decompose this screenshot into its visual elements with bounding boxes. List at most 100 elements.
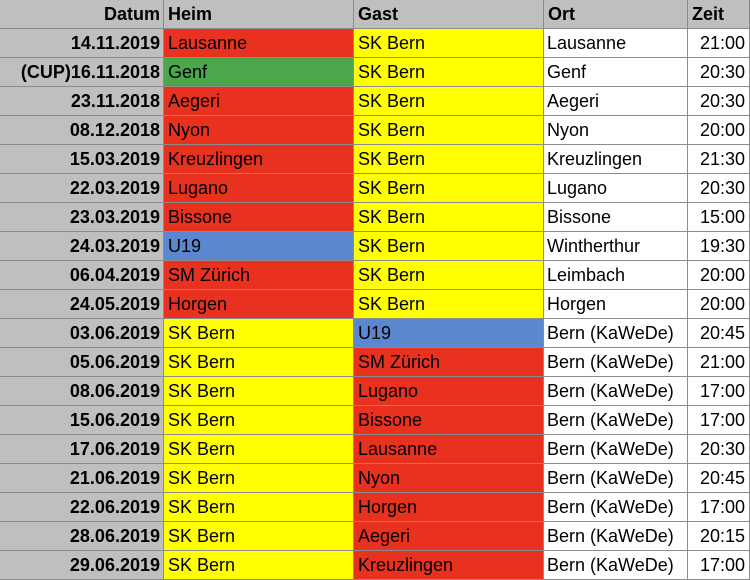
cell-gast[interactable]: Aegeri bbox=[354, 522, 544, 551]
cell-heim[interactable]: SK Bern bbox=[164, 406, 354, 435]
cell-heim[interactable]: SK Bern bbox=[164, 348, 354, 377]
cell-zeit[interactable]: 20:45 bbox=[688, 319, 750, 348]
cell-datum[interactable]: 15.06.2019 bbox=[0, 406, 164, 435]
cell-zeit[interactable]: 17:00 bbox=[688, 551, 750, 580]
cell-gast[interactable]: Lugano bbox=[354, 377, 544, 406]
cell-datum[interactable]: 08.12.2018 bbox=[0, 116, 164, 145]
cell-ort[interactable]: Kreuzlingen bbox=[544, 145, 688, 174]
cell-gast[interactable]: SK Bern bbox=[354, 174, 544, 203]
cell-zeit[interactable]: 15:00 bbox=[688, 203, 750, 232]
cell-gast[interactable]: Bissone bbox=[354, 406, 544, 435]
cell-gast[interactable]: Horgen bbox=[354, 493, 544, 522]
cell-ort[interactable]: Bern (KaWeDe) bbox=[544, 435, 688, 464]
cell-gast[interactable]: SM Zürich bbox=[354, 348, 544, 377]
cell-zeit[interactable]: 20:00 bbox=[688, 290, 750, 319]
cell-datum[interactable]: (CUP)16.11.2018 bbox=[0, 58, 164, 87]
cell-heim[interactable]: SK Bern bbox=[164, 493, 354, 522]
cell-datum[interactable]: 03.06.2019 bbox=[0, 319, 164, 348]
cell-gast[interactable]: Lausanne bbox=[354, 435, 544, 464]
header-heim[interactable]: Heim bbox=[164, 0, 354, 29]
cell-ort[interactable]: Lugano bbox=[544, 174, 688, 203]
cell-zeit[interactable]: 20:30 bbox=[688, 174, 750, 203]
cell-heim[interactable]: SK Bern bbox=[164, 464, 354, 493]
cell-heim[interactable]: SK Bern bbox=[164, 319, 354, 348]
cell-heim[interactable]: SK Bern bbox=[164, 377, 354, 406]
cell-gast[interactable]: SK Bern bbox=[354, 261, 544, 290]
cell-heim[interactable]: Nyon bbox=[164, 116, 354, 145]
cell-zeit[interactable]: 17:00 bbox=[688, 406, 750, 435]
cell-ort[interactable]: Bern (KaWeDe) bbox=[544, 464, 688, 493]
header-ort[interactable]: Ort bbox=[544, 0, 688, 29]
cell-datum[interactable]: 23.11.2018 bbox=[0, 87, 164, 116]
cell-heim[interactable]: SM Zürich bbox=[164, 261, 354, 290]
cell-datum[interactable]: 08.06.2019 bbox=[0, 377, 164, 406]
cell-heim[interactable]: Aegeri bbox=[164, 87, 354, 116]
cell-ort[interactable]: Nyon bbox=[544, 116, 688, 145]
cell-ort[interactable]: Bern (KaWeDe) bbox=[544, 377, 688, 406]
cell-zeit[interactable]: 17:00 bbox=[688, 377, 750, 406]
cell-heim[interactable]: SK Bern bbox=[164, 522, 354, 551]
cell-gast[interactable]: SK Bern bbox=[354, 203, 544, 232]
cell-gast[interactable]: SK Bern bbox=[354, 58, 544, 87]
header-datum[interactable]: Datum bbox=[0, 0, 164, 29]
cell-gast[interactable]: SK Bern bbox=[354, 232, 544, 261]
cell-heim[interactable]: SK Bern bbox=[164, 551, 354, 580]
cell-ort[interactable]: Lausanne bbox=[544, 29, 688, 58]
cell-ort[interactable]: Bern (KaWeDe) bbox=[544, 319, 688, 348]
cell-datum[interactable]: 23.03.2019 bbox=[0, 203, 164, 232]
cell-ort[interactable]: Genf bbox=[544, 58, 688, 87]
header-gast[interactable]: Gast bbox=[354, 0, 544, 29]
cell-datum[interactable]: 22.03.2019 bbox=[0, 174, 164, 203]
cell-gast[interactable]: SK Bern bbox=[354, 116, 544, 145]
cell-zeit[interactable]: 20:00 bbox=[688, 116, 750, 145]
cell-ort[interactable]: Bern (KaWeDe) bbox=[544, 348, 688, 377]
cell-zeit[interactable]: 17:00 bbox=[688, 493, 750, 522]
cell-zeit[interactable]: 20:00 bbox=[688, 261, 750, 290]
cell-zeit[interactable]: 20:15 bbox=[688, 522, 750, 551]
cell-datum[interactable]: 15.03.2019 bbox=[0, 145, 164, 174]
cell-zeit[interactable]: 21:00 bbox=[688, 348, 750, 377]
cell-ort[interactable]: Wintherthur bbox=[544, 232, 688, 261]
cell-datum[interactable]: 22.06.2019 bbox=[0, 493, 164, 522]
cell-zeit[interactable]: 20:30 bbox=[688, 435, 750, 464]
cell-datum[interactable]: 17.06.2019 bbox=[0, 435, 164, 464]
cell-zeit[interactable]: 21:00 bbox=[688, 29, 750, 58]
cell-heim[interactable]: Lugano bbox=[164, 174, 354, 203]
cell-ort[interactable]: Bern (KaWeDe) bbox=[544, 406, 688, 435]
cell-zeit[interactable]: 20:30 bbox=[688, 58, 750, 87]
header-zeit[interactable]: Zeit bbox=[688, 0, 750, 29]
cell-zeit[interactable]: 20:30 bbox=[688, 87, 750, 116]
cell-heim[interactable]: Lausanne bbox=[164, 29, 354, 58]
cell-zeit[interactable]: 20:45 bbox=[688, 464, 750, 493]
cell-ort[interactable]: Horgen bbox=[544, 290, 688, 319]
cell-gast[interactable]: SK Bern bbox=[354, 29, 544, 58]
cell-zeit[interactable]: 21:30 bbox=[688, 145, 750, 174]
cell-heim[interactable]: Bissone bbox=[164, 203, 354, 232]
cell-datum[interactable]: 28.06.2019 bbox=[0, 522, 164, 551]
cell-gast[interactable]: U19 bbox=[354, 319, 544, 348]
cell-datum[interactable]: 29.06.2019 bbox=[0, 551, 164, 580]
cell-gast[interactable]: SK Bern bbox=[354, 290, 544, 319]
cell-heim[interactable]: SK Bern bbox=[164, 435, 354, 464]
cell-datum[interactable]: 05.06.2019 bbox=[0, 348, 164, 377]
cell-datum[interactable]: 24.05.2019 bbox=[0, 290, 164, 319]
cell-ort[interactable]: Leimbach bbox=[544, 261, 688, 290]
cell-heim[interactable]: U19 bbox=[164, 232, 354, 261]
cell-gast[interactable]: SK Bern bbox=[354, 87, 544, 116]
cell-zeit[interactable]: 19:30 bbox=[688, 232, 750, 261]
cell-gast[interactable]: SK Bern bbox=[354, 145, 544, 174]
cell-datum[interactable]: 14.11.2019 bbox=[0, 29, 164, 58]
cell-gast[interactable]: Kreuzlingen bbox=[354, 551, 544, 580]
cell-ort[interactable]: Aegeri bbox=[544, 87, 688, 116]
cell-ort[interactable]: Bissone bbox=[544, 203, 688, 232]
cell-heim[interactable]: Genf bbox=[164, 58, 354, 87]
cell-datum[interactable]: 21.06.2019 bbox=[0, 464, 164, 493]
cell-heim[interactable]: Kreuzlingen bbox=[164, 145, 354, 174]
cell-datum[interactable]: 24.03.2019 bbox=[0, 232, 164, 261]
cell-ort[interactable]: Bern (KaWeDe) bbox=[544, 551, 688, 580]
cell-ort[interactable]: Bern (KaWeDe) bbox=[544, 522, 688, 551]
cell-heim[interactable]: Horgen bbox=[164, 290, 354, 319]
cell-ort[interactable]: Bern (KaWeDe) bbox=[544, 493, 688, 522]
cell-gast[interactable]: Nyon bbox=[354, 464, 544, 493]
cell-datum[interactable]: 06.04.2019 bbox=[0, 261, 164, 290]
